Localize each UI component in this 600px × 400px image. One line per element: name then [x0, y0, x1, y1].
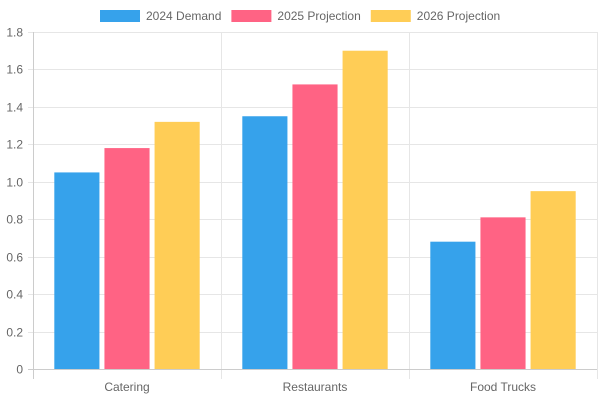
bar-food-trucks-2026-projection[interactable]	[530, 191, 576, 369]
legend-item[interactable]: 2025 Projection	[231, 9, 361, 23]
legend-label: 2026 Projection	[417, 9, 500, 23]
legend-item[interactable]: 2024 Demand	[100, 9, 221, 23]
y-tick-label: 0.4	[6, 288, 23, 302]
y-tick-label: 1.8	[6, 26, 23, 40]
legend-item[interactable]: 2026 Projection	[370, 9, 500, 23]
y-tick-label: 1.2	[6, 138, 23, 152]
bar-food-trucks-2025-projection[interactable]	[480, 217, 526, 369]
legend-label: 2025 Projection	[277, 9, 360, 23]
y-tick-label: 0	[16, 363, 23, 377]
x-tick-label: Food Trucks	[470, 380, 536, 394]
bar-food-trucks-2024-demand[interactable]	[430, 241, 476, 369]
bar-catering-2025-projection[interactable]	[104, 148, 150, 369]
y-tick-label: 0.6	[6, 251, 23, 265]
x-tick-label: Restaurants	[283, 380, 348, 394]
legend-swatch	[100, 10, 140, 22]
x-tick-label: Catering	[104, 380, 149, 394]
legend-swatch	[231, 10, 272, 22]
bar-restaurants-2024-demand[interactable]	[242, 116, 288, 369]
legend-swatch	[370, 10, 411, 22]
bar-restaurants-2025-projection[interactable]	[292, 84, 338, 370]
bars	[54, 50, 576, 370]
y-tick-label: 1.6	[6, 63, 23, 77]
legend[interactable]: 2024 Demand 2025 Projection 2026 Projectio…	[100, 9, 500, 23]
y-tick-label: 0.2	[6, 326, 23, 340]
x-axis-tick-labels: Catering Restaurants Food Trucks	[104, 380, 536, 394]
bar-catering-2024-demand[interactable]	[54, 172, 100, 369]
y-tick-label: 1.4	[6, 101, 23, 115]
y-tick-label: 0.8	[6, 213, 23, 227]
bar-catering-2026-projection[interactable]	[154, 121, 200, 370]
legend-label: 2024 Demand	[146, 9, 221, 23]
y-axis-tick-labels: 0 0.2 0.4 0.6 0.8 1.0 1.2 1.4 1.6 1.8	[6, 26, 23, 377]
bar-restaurants-2026-projection[interactable]	[342, 50, 388, 369]
y-tick-label: 1.0	[6, 176, 23, 190]
